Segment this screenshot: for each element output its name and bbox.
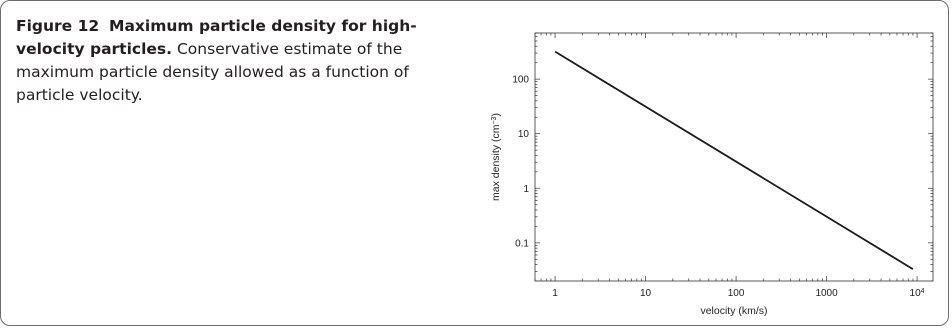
y-axis-label-suffix: ) bbox=[490, 113, 502, 117]
figure-caption: Figure 12 Maximum particle density for h… bbox=[16, 15, 471, 107]
density-line bbox=[554, 50, 914, 270]
figure-title: Maximum particle density for high-veloci… bbox=[16, 17, 417, 58]
y-axis-label: max density (cm−3) bbox=[490, 113, 502, 201]
figure-caption-text: Conservative estimate of the maximum par… bbox=[16, 40, 409, 104]
y-axis-label-prefix: max density (cm bbox=[490, 124, 502, 201]
y-axis-label-sup: −3 bbox=[491, 116, 498, 124]
x-tick-label: 104 bbox=[910, 288, 925, 300]
y-tick-label: 0.1 bbox=[515, 238, 529, 249]
x-tick-label: 10 bbox=[640, 288, 652, 299]
x-axis-label: velocity (km/s) bbox=[700, 305, 767, 317]
plot-frame bbox=[534, 32, 934, 282]
y-tick-label: 100 bbox=[512, 75, 529, 86]
y-tick-label: 10 bbox=[518, 129, 530, 140]
y-tick-label: 1 bbox=[523, 184, 529, 195]
x-tick-label: 1 bbox=[552, 288, 558, 299]
figure-label: Figure 12 bbox=[16, 17, 100, 35]
x-tick-label: 1000 bbox=[815, 288, 838, 299]
x-tick-label: 100 bbox=[728, 288, 745, 299]
